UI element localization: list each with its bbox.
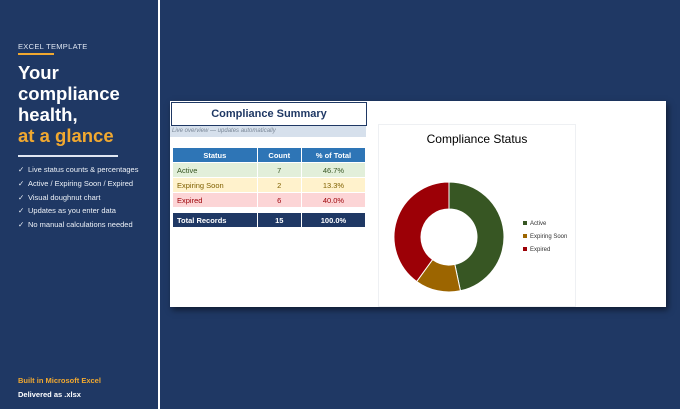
total-count-cell: 15 [256,212,302,228]
count-cell: 7 [256,162,302,178]
headline: Your compliance health, at a glance [18,62,153,146]
legend-label: Expiring Soon [530,234,568,240]
percent-cell: 46.7% [300,162,367,178]
header-count: Count [256,147,302,163]
divider [18,155,118,157]
doughnut-chart [393,181,505,293]
feature-item: ✓ Visual doughnut chart [18,191,138,205]
table-row-total: Total Records 15 100.0% [172,212,367,228]
row-gap [172,207,366,213]
checkmark-icon: ✓ [18,165,25,174]
eyebrow-label: EXCEL TEMPLATE [18,42,88,51]
footer-built-in: Built in Microsoft Excel [18,376,101,385]
spreadsheet-preview: Compliance Summary Live overview — updat… [170,101,666,307]
headline-line: compliance [18,83,120,104]
headline-line: health, [18,104,78,125]
table-row-expiring: Expiring Soon 2 13.3% [172,177,367,193]
summary-subtitle: Live overview — updates automatically [170,126,366,137]
legend-swatch [523,234,527,239]
feature-text: Visual doughnut chart [28,192,101,202]
feature-item: ✓ Live status counts & percentages [18,163,138,177]
legend-swatch [523,247,527,252]
total-percent-cell: 100.0% [300,212,367,228]
chart-title: Compliance Status [426,132,528,146]
feature-text: Active / Expiring Soon / Expired [28,178,134,188]
table-header-row: Status Count % of Total [172,147,367,163]
headline-accent: at a glance [18,125,114,146]
left-panel: EXCEL TEMPLATE Your compliance health, a… [0,0,160,409]
feature-item: ✓ Updates as you enter data [18,204,138,218]
feature-text: Live status counts & percentages [28,165,139,174]
legend-label: Active [530,221,547,227]
table-row-active: Active 7 46.7% [172,162,367,178]
feature-item: ✓ No manual calculations needed [18,218,138,232]
legend-item: Expiring Soon [523,231,567,244]
checkmark-icon: ✓ [18,192,25,202]
summary-title: Compliance Summary [171,102,367,126]
percent-cell: 40.0% [300,192,367,208]
header-percent: % of Total [300,147,367,163]
chart-area[interactable]: Compliance Status Active Expiring Soon E… [378,124,576,307]
total-label-cell: Total Records [172,212,258,228]
status-cell: Active [172,162,258,178]
slice-expired[interactable] [393,181,450,283]
header-status: Status [172,147,258,163]
summary-table: Status Count % of Total Active 7 46.7% E… [172,147,367,228]
legend-item: Expired [523,244,567,257]
feature-text: No manual calculations needed [28,220,133,230]
table-row-expired: Expired 6 40.0% [172,192,367,208]
count-cell: 6 [256,192,302,208]
chart-legend: Active Expiring Soon Expired [523,218,567,257]
percent-cell: 13.3% [300,177,367,193]
feature-item: ✓ Active / Expiring Soon / Expired [18,177,138,191]
feature-text: Updates as you enter data [28,206,116,216]
headline-line: Your [18,62,59,83]
checkmark-icon: ✓ [18,220,25,230]
legend-item: Active [523,218,567,231]
footer-delivered: Delivered as .xlsx [18,390,81,399]
count-cell: 2 [256,177,302,193]
gap-cell [172,207,366,213]
feature-list: ✓ Live status counts & percentages ✓ Activ… [18,163,138,232]
slice-active[interactable] [448,181,505,292]
legend-swatch [523,221,527,226]
checkmark-icon: ✓ [18,206,25,216]
eyebrow-underline [18,53,54,55]
status-cell: Expired [172,192,258,208]
checkmark-icon: ✓ [18,178,25,188]
status-cell: Expiring Soon [172,177,258,193]
legend-label: Expired [530,247,551,253]
